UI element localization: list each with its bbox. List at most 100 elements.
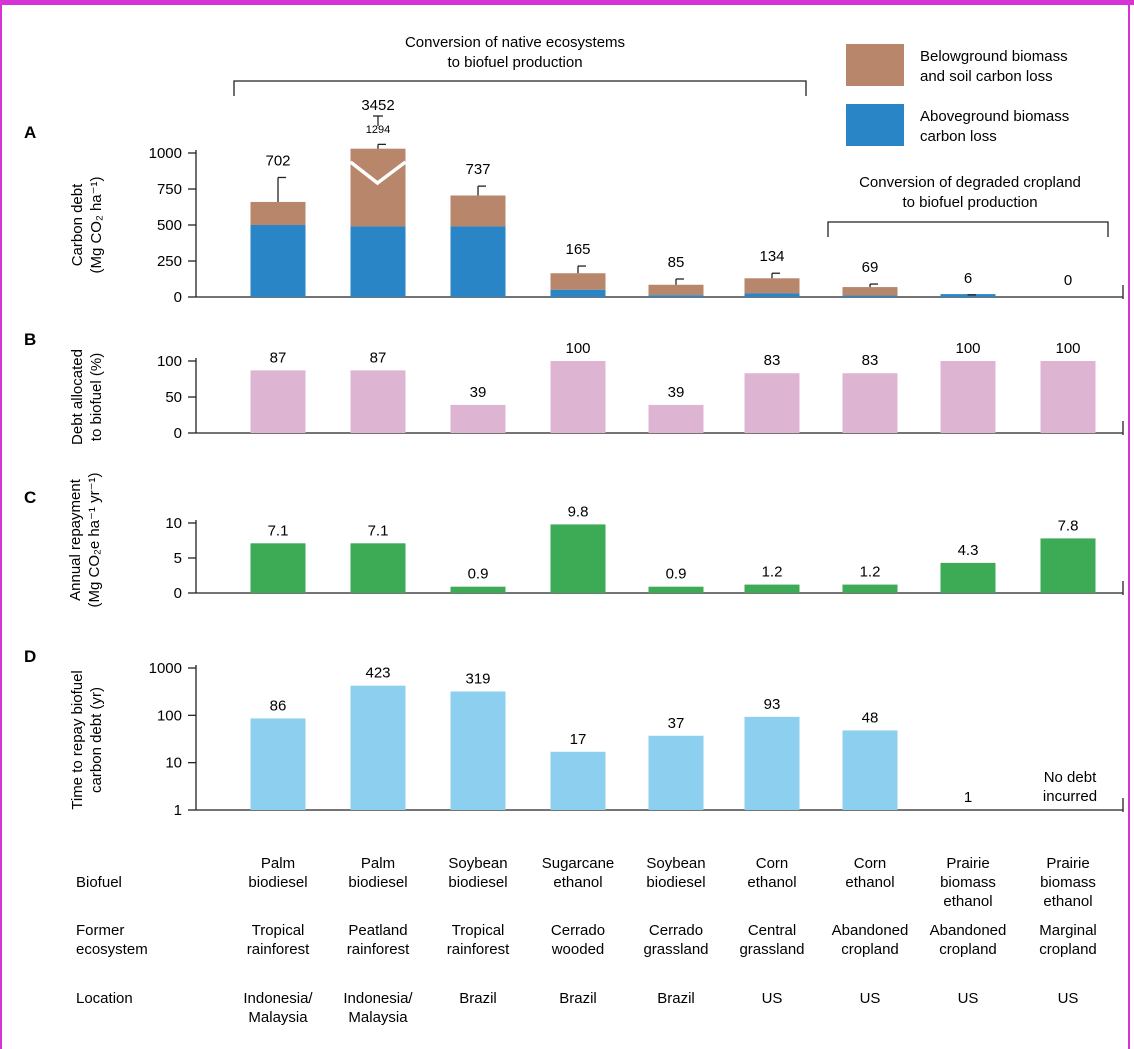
bar-a-aboveground-2: [450, 226, 506, 297]
bar-c-1: [350, 543, 406, 593]
table-biofuel-2-0: Soybean: [448, 855, 507, 872]
legend-swatch-belowground: [846, 44, 904, 86]
bar-a-aboveground-0: [250, 225, 306, 297]
table-ecosystem-6-1: cropland: [841, 941, 899, 958]
bars-layer: [250, 115, 1096, 810]
y-tick-label-d-1: 10: [165, 755, 182, 772]
legend-label-belowground-line2: and soil carbon loss: [920, 68, 1053, 85]
data-label-b-0: 87: [270, 349, 287, 366]
table-ecosystem-2-0: Tropical: [452, 922, 505, 939]
table-location-2-0: Brazil: [459, 990, 497, 1007]
row-label-ecosystem-line2: ecosystem: [76, 941, 148, 958]
table-ecosystem-4-1: grassland: [643, 941, 708, 958]
table-biofuel-4-0: Soybean: [646, 855, 705, 872]
table-biofuel-3-1: ethanol: [553, 874, 602, 891]
bar-a-aboveground-6: [842, 295, 898, 297]
data-label-a-6: 69: [862, 259, 879, 276]
table-biofuel-5-1: ethanol: [747, 874, 796, 891]
bar-b-2: [450, 404, 506, 433]
y-tick-label-d-3: 1000: [149, 660, 182, 677]
data-label-c-7: 4.3: [958, 542, 979, 559]
bar-c-5: [744, 584, 800, 593]
table-biofuel-0-0: Palm: [261, 855, 295, 872]
table-ecosystem-1-1: rainforest: [347, 941, 410, 958]
data-label-d-5: 93: [764, 696, 781, 713]
degraded-header-line1: Conversion of degraded cropland: [859, 174, 1081, 191]
table-biofuel-3-0: Sugarcane: [542, 855, 615, 872]
no-debt-annotation-line1: No debt: [1044, 769, 1097, 786]
bar-c-3: [550, 524, 606, 593]
data-label-d-1: 423: [365, 665, 390, 682]
table-location-1-0: Indonesia/: [343, 990, 413, 1007]
data-label-a-0: 702: [265, 152, 290, 169]
ylabel-a-line2: (Mg CO₂ ha⁻¹): [88, 176, 105, 273]
y-tick-label-a-3: 750: [157, 181, 182, 198]
bar-b-5: [744, 373, 800, 433]
table-ecosystem-8-0: Marginal: [1039, 922, 1097, 939]
y-tick-label-a-4: 1000: [149, 145, 182, 162]
table-location-0-0: Indonesia/: [243, 990, 313, 1007]
table-ecosystem-8-1: cropland: [1039, 941, 1097, 958]
bar-a-aboveground-4: [648, 295, 704, 297]
ylabel-b: Debt allocated to biofuel (%): [69, 349, 105, 445]
bar-a-belowground-1: [350, 148, 406, 227]
bar-c-6: [842, 584, 898, 593]
data-label-c-4: 0.9: [666, 566, 687, 583]
bar-c-2: [450, 586, 506, 593]
data-label-b-5: 83: [764, 352, 781, 369]
table-biofuel-8-1: biomass: [1040, 874, 1096, 891]
table-location-5-0: US: [762, 990, 783, 1007]
table-biofuel-7-0: Prairie: [946, 855, 989, 872]
bar-b-0: [250, 370, 306, 433]
table-ecosystem-3-1: wooded: [551, 941, 605, 958]
data-label-b-4: 39: [668, 384, 685, 401]
data-label-b-6: 83: [862, 352, 879, 369]
row-label-location: Location: [76, 990, 133, 1007]
table-ecosystem-4-0: Cerrado: [649, 922, 703, 939]
table-biofuel-6-1: ethanol: [845, 874, 894, 891]
data-labels-layer: 702 3452 737 165 85 134 69 6 0 1294 87 87 39 100 39 83 8…: [265, 97, 1080, 806]
bar-a-aboveground-3: [550, 289, 606, 297]
panel-label-a: A: [24, 123, 36, 142]
ylabel-c-line2: (Mg CO₂e ha⁻¹ yr⁻¹): [86, 472, 103, 607]
table-ecosystem-7-0: Abandoned: [930, 922, 1007, 939]
ylabel-c-line1: Annual repayment: [67, 478, 84, 601]
data-label-a-1: 3452: [361, 97, 394, 114]
bar-c-8: [1040, 538, 1096, 593]
panel-label-d: D: [24, 647, 36, 666]
native-header-line1: Conversion of native ecosystems: [405, 34, 625, 51]
bar-d-5: [744, 716, 800, 810]
data-label-a-3: 165: [565, 241, 590, 258]
y-tick-label-b-1: 50: [165, 389, 182, 406]
ylabel-a-line1: Carbon debt: [69, 183, 86, 266]
ylabel-d-line1: Time to repay biofuel: [69, 670, 86, 810]
row-label-ecosystem-line1: Former: [76, 922, 124, 939]
data-label-d-3: 17: [570, 731, 587, 748]
data-label-d-4: 37: [668, 715, 685, 732]
table-ecosystem-2-1: rainforest: [447, 941, 510, 958]
bar-d-6: [842, 730, 898, 810]
data-label-c-1: 7.1: [368, 522, 389, 539]
table-location-3-0: Brazil: [559, 990, 597, 1007]
panel-label-c: C: [24, 488, 36, 507]
y-tick-label-d-2: 100: [157, 707, 182, 724]
bar-b-4: [648, 404, 704, 433]
y-tick-label-d-0: 1: [174, 802, 182, 819]
y-tick-label-c-1: 5: [174, 550, 182, 567]
bar-d-3: [550, 751, 606, 810]
panel-label-b: B: [24, 330, 36, 349]
data-label-a-4: 85: [668, 254, 685, 271]
data-label-a-8: 0: [1064, 272, 1072, 289]
table-biofuel-5-0: Corn: [756, 855, 789, 872]
data-label-b-1: 87: [370, 349, 387, 366]
bar-d-0: [250, 718, 306, 810]
table-biofuel-7-1: biomass: [940, 874, 996, 891]
bar-a-belowground-4: [648, 284, 704, 296]
bar-d-4: [648, 735, 704, 810]
data-label-c-2: 0.9: [468, 566, 489, 583]
native-bracket: [233, 80, 807, 96]
legend-swatch-aboveground: [846, 104, 904, 146]
bar-c-4: [648, 586, 704, 593]
table-biofuel-6-0: Corn: [854, 855, 887, 872]
degraded-header-line2: to biofuel production: [902, 194, 1037, 211]
